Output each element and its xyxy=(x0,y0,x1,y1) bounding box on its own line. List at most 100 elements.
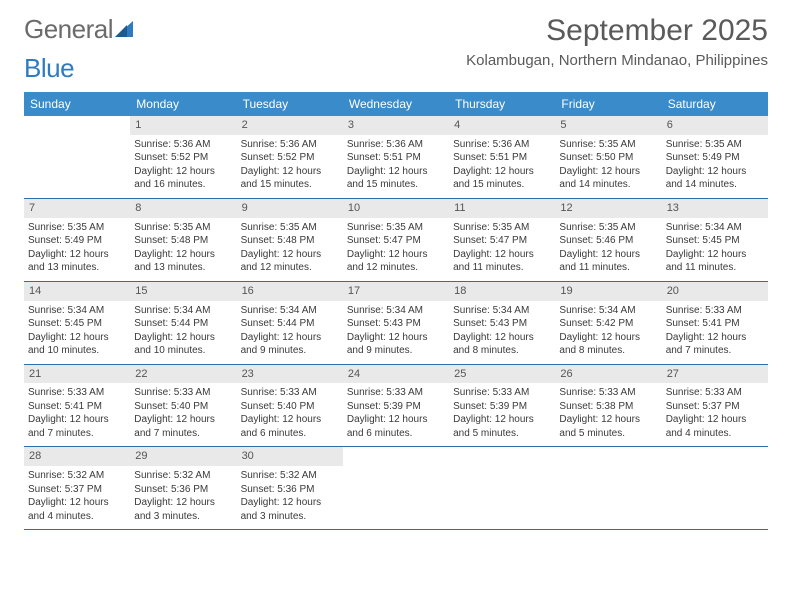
day-cell: 15Sunrise: 5:34 AMSunset: 5:44 PMDayligh… xyxy=(130,282,236,364)
day-number: 8 xyxy=(130,199,236,218)
sunset-text: Sunset: 5:41 PM xyxy=(28,400,126,414)
day-cell: 23Sunrise: 5:33 AMSunset: 5:40 PMDayligh… xyxy=(237,365,343,447)
sunrise-text: Sunrise: 5:33 AM xyxy=(241,386,339,400)
daylight-text: Daylight: 12 hours and 15 minutes. xyxy=(453,165,551,192)
sunset-text: Sunset: 5:47 PM xyxy=(347,234,445,248)
daylight-text: Daylight: 12 hours and 6 minutes. xyxy=(241,413,339,440)
day-number: 24 xyxy=(343,365,449,384)
sunset-text: Sunset: 5:41 PM xyxy=(666,317,764,331)
daylight-text: Daylight: 12 hours and 14 minutes. xyxy=(666,165,764,192)
week-row: 7Sunrise: 5:35 AMSunset: 5:49 PMDaylight… xyxy=(24,199,768,282)
day-number: 6 xyxy=(662,116,768,135)
logo-text-b: Blue xyxy=(24,53,74,84)
daylight-text: Daylight: 12 hours and 14 minutes. xyxy=(559,165,657,192)
day-number: 22 xyxy=(130,365,236,384)
sunrise-text: Sunrise: 5:32 AM xyxy=(28,469,126,483)
daylight-text: Daylight: 12 hours and 5 minutes. xyxy=(453,413,551,440)
day-cell: 24Sunrise: 5:33 AMSunset: 5:39 PMDayligh… xyxy=(343,365,449,447)
calendar-page: General September 2025 Kolambugan, North… xyxy=(0,0,792,544)
day-number: 17 xyxy=(343,282,449,301)
daylight-text: Daylight: 12 hours and 9 minutes. xyxy=(241,331,339,358)
sunset-text: Sunset: 5:37 PM xyxy=(666,400,764,414)
daylight-text: Daylight: 12 hours and 8 minutes. xyxy=(559,331,657,358)
day-cell xyxy=(662,447,768,529)
sunrise-text: Sunrise: 5:34 AM xyxy=(347,304,445,318)
day-number: 7 xyxy=(24,199,130,218)
sunrise-text: Sunrise: 5:32 AM xyxy=(134,469,232,483)
sunset-text: Sunset: 5:39 PM xyxy=(347,400,445,414)
sunset-text: Sunset: 5:43 PM xyxy=(347,317,445,331)
day-cell: 21Sunrise: 5:33 AMSunset: 5:41 PMDayligh… xyxy=(24,365,130,447)
sunrise-text: Sunrise: 5:35 AM xyxy=(559,221,657,235)
dow-tuesday: Tuesday xyxy=(237,92,343,116)
sunrise-text: Sunrise: 5:35 AM xyxy=(28,221,126,235)
day-number: 27 xyxy=(662,365,768,384)
sunset-text: Sunset: 5:52 PM xyxy=(241,151,339,165)
day-cell: 25Sunrise: 5:33 AMSunset: 5:39 PMDayligh… xyxy=(449,365,555,447)
sunrise-text: Sunrise: 5:36 AM xyxy=(347,138,445,152)
day-number: 30 xyxy=(237,447,343,466)
day-number xyxy=(662,447,768,451)
day-cell: 8Sunrise: 5:35 AMSunset: 5:48 PMDaylight… xyxy=(130,199,236,281)
sunset-text: Sunset: 5:49 PM xyxy=(666,151,764,165)
daylight-text: Daylight: 12 hours and 4 minutes. xyxy=(666,413,764,440)
dow-thursday: Thursday xyxy=(449,92,555,116)
sunset-text: Sunset: 5:51 PM xyxy=(453,151,551,165)
daylight-text: Daylight: 12 hours and 13 minutes. xyxy=(134,248,232,275)
sunset-text: Sunset: 5:36 PM xyxy=(134,483,232,497)
day-cell: 1Sunrise: 5:36 AMSunset: 5:52 PMDaylight… xyxy=(130,116,236,198)
day-cell xyxy=(555,447,661,529)
week-row: 1Sunrise: 5:36 AMSunset: 5:52 PMDaylight… xyxy=(24,116,768,199)
dow-wednesday: Wednesday xyxy=(343,92,449,116)
sunrise-text: Sunrise: 5:36 AM xyxy=(134,138,232,152)
day-cell: 19Sunrise: 5:34 AMSunset: 5:42 PMDayligh… xyxy=(555,282,661,364)
day-cell: 26Sunrise: 5:33 AMSunset: 5:38 PMDayligh… xyxy=(555,365,661,447)
daylight-text: Daylight: 12 hours and 16 minutes. xyxy=(134,165,232,192)
sunset-text: Sunset: 5:45 PM xyxy=(666,234,764,248)
daylight-text: Daylight: 12 hours and 7 minutes. xyxy=(134,413,232,440)
sunrise-text: Sunrise: 5:34 AM xyxy=(559,304,657,318)
sunset-text: Sunset: 5:38 PM xyxy=(559,400,657,414)
daylight-text: Daylight: 12 hours and 11 minutes. xyxy=(559,248,657,275)
day-number xyxy=(555,447,661,451)
daylight-text: Daylight: 12 hours and 9 minutes. xyxy=(347,331,445,358)
sunset-text: Sunset: 5:40 PM xyxy=(241,400,339,414)
daylight-text: Daylight: 12 hours and 11 minutes. xyxy=(453,248,551,275)
day-number: 14 xyxy=(24,282,130,301)
sunset-text: Sunset: 5:39 PM xyxy=(453,400,551,414)
daylight-text: Daylight: 12 hours and 7 minutes. xyxy=(28,413,126,440)
sunset-text: Sunset: 5:36 PM xyxy=(241,483,339,497)
daylight-text: Daylight: 12 hours and 6 minutes. xyxy=(347,413,445,440)
daylight-text: Daylight: 12 hours and 10 minutes. xyxy=(28,331,126,358)
day-cell: 16Sunrise: 5:34 AMSunset: 5:44 PMDayligh… xyxy=(237,282,343,364)
day-cell: 9Sunrise: 5:35 AMSunset: 5:48 PMDaylight… xyxy=(237,199,343,281)
day-number: 4 xyxy=(449,116,555,135)
sunset-text: Sunset: 5:50 PM xyxy=(559,151,657,165)
day-cell xyxy=(24,116,130,198)
sunset-text: Sunset: 5:43 PM xyxy=(453,317,551,331)
dow-header-row: Sunday Monday Tuesday Wednesday Thursday… xyxy=(24,92,768,116)
daylight-text: Daylight: 12 hours and 4 minutes. xyxy=(28,496,126,523)
day-number: 2 xyxy=(237,116,343,135)
day-number: 26 xyxy=(555,365,661,384)
daylight-text: Daylight: 12 hours and 7 minutes. xyxy=(666,331,764,358)
sunset-text: Sunset: 5:37 PM xyxy=(28,483,126,497)
sunrise-text: Sunrise: 5:33 AM xyxy=(28,386,126,400)
sunrise-text: Sunrise: 5:35 AM xyxy=(241,221,339,235)
sunrise-text: Sunrise: 5:32 AM xyxy=(241,469,339,483)
sunrise-text: Sunrise: 5:33 AM xyxy=(666,304,764,318)
day-cell: 22Sunrise: 5:33 AMSunset: 5:40 PMDayligh… xyxy=(130,365,236,447)
sunrise-text: Sunrise: 5:35 AM xyxy=(453,221,551,235)
week-row: 14Sunrise: 5:34 AMSunset: 5:45 PMDayligh… xyxy=(24,282,768,365)
day-number: 12 xyxy=(555,199,661,218)
day-cell: 5Sunrise: 5:35 AMSunset: 5:50 PMDaylight… xyxy=(555,116,661,198)
day-cell: 10Sunrise: 5:35 AMSunset: 5:47 PMDayligh… xyxy=(343,199,449,281)
day-cell: 2Sunrise: 5:36 AMSunset: 5:52 PMDaylight… xyxy=(237,116,343,198)
daylight-text: Daylight: 12 hours and 3 minutes. xyxy=(134,496,232,523)
sunset-text: Sunset: 5:44 PM xyxy=(241,317,339,331)
sunrise-text: Sunrise: 5:36 AM xyxy=(241,138,339,152)
day-cell xyxy=(449,447,555,529)
day-number: 16 xyxy=(237,282,343,301)
daylight-text: Daylight: 12 hours and 13 minutes. xyxy=(28,248,126,275)
dow-monday: Monday xyxy=(130,92,236,116)
